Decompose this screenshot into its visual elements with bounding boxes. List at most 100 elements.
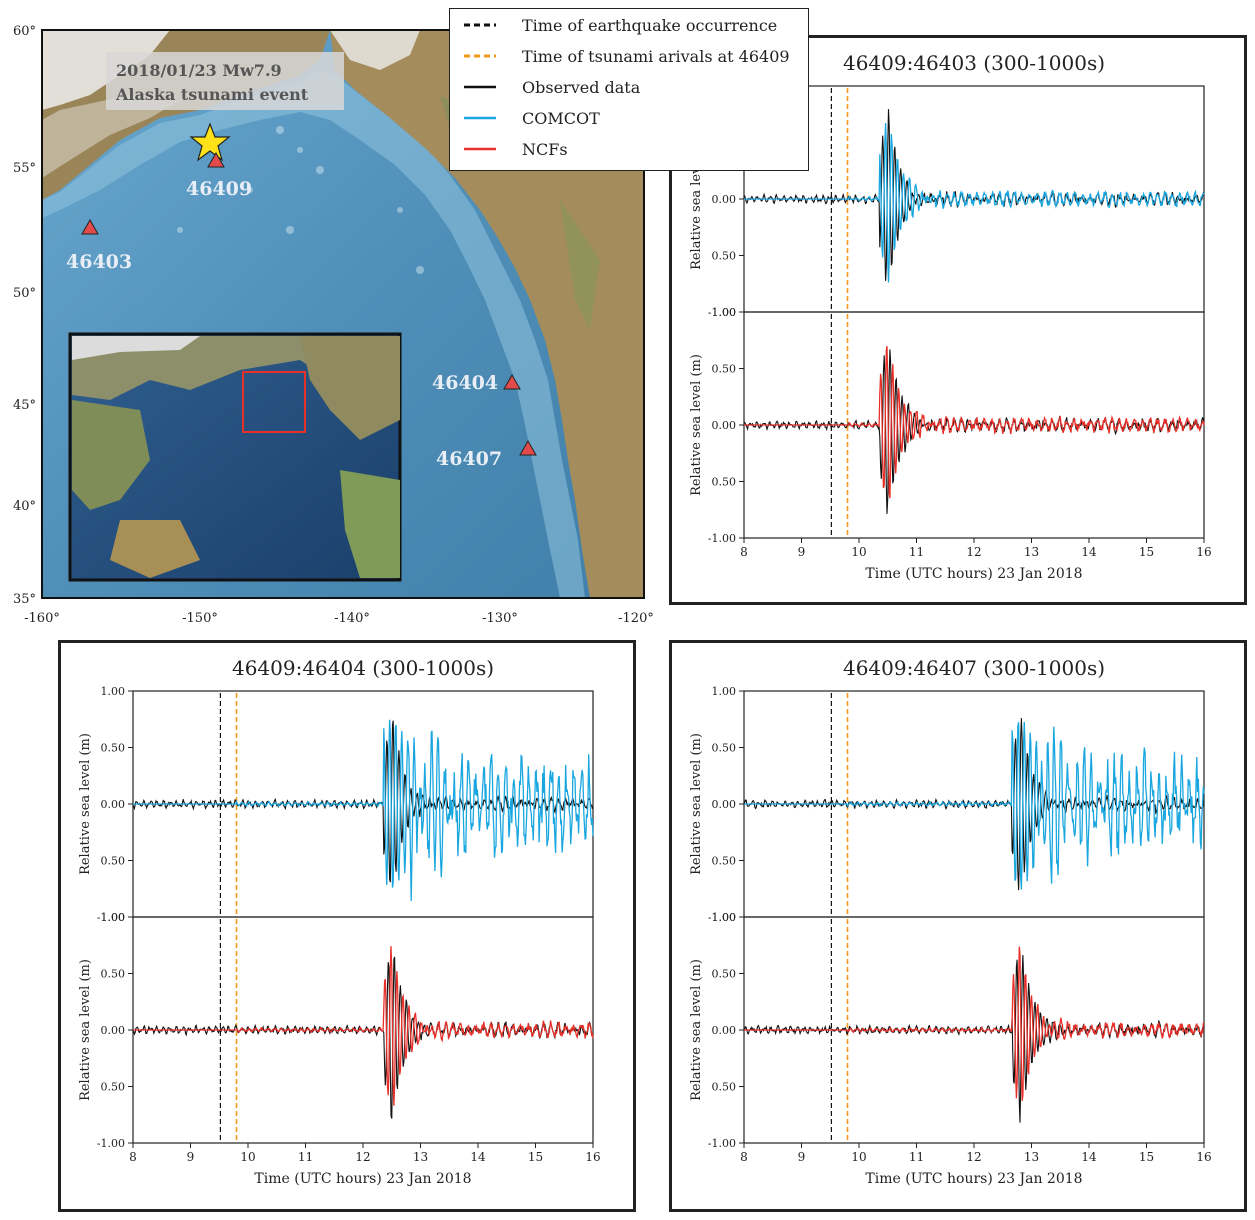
station-triangle-icon xyxy=(207,151,225,168)
x-tick-label: 13 xyxy=(413,1150,428,1164)
x-tick-label: 14 xyxy=(470,1150,486,1164)
lat-axis: 60° 55° 50° 45° 40° 35° xyxy=(13,24,36,607)
x-tick-label: 12 xyxy=(966,545,981,559)
series-line-ncfs xyxy=(744,946,1205,1101)
north-america-land xyxy=(330,30,644,598)
y-tick-label: 0.50 xyxy=(712,1081,737,1094)
event-title-line1: 2018/01/23 Mw7.9 xyxy=(116,61,282,80)
y-tick-label: 0.50 xyxy=(101,742,126,755)
x-tick-label: 16 xyxy=(1196,1150,1211,1164)
y-tick-label: 0.00 xyxy=(101,1024,126,1037)
x-tick-label: 11 xyxy=(909,1150,924,1164)
lat-tick: 55° xyxy=(13,161,36,176)
lon-tick: -160° xyxy=(24,611,60,626)
x-tick-label: 10 xyxy=(851,545,866,559)
lon-tick: -130° xyxy=(482,611,518,626)
event-title-box xyxy=(106,52,344,110)
x-tick-label: 13 xyxy=(1024,545,1039,559)
y-tick-label: 1.00 xyxy=(712,685,737,698)
station-label: 46407 xyxy=(436,448,502,470)
x-tick-label: 15 xyxy=(1139,545,1154,559)
x-tick-label: 16 xyxy=(585,1150,600,1164)
chart-46404: 46409:46404 (300-1000s) 1.00 0.50 0.00 0.50 -… xyxy=(78,656,601,1187)
y-tick-label: 1.00 xyxy=(101,911,126,924)
series-line-comcot xyxy=(744,721,1205,890)
y-axis-label: Relative sea level (m) xyxy=(689,733,704,875)
x-tick-label: 9 xyxy=(187,1150,195,1164)
x-tick-label: 8 xyxy=(740,1150,748,1164)
x-tick-label: 16 xyxy=(1196,545,1211,559)
lon-tick: -150° xyxy=(182,611,218,626)
y-tick-label: 0.50 xyxy=(101,1081,126,1094)
station-label: 46403 xyxy=(66,251,132,273)
x-axis-label: Time (UTC hours) 23 Jan 2018 xyxy=(865,1171,1082,1187)
y-axis-label: Relative sea level (m) xyxy=(689,959,704,1101)
legend-label: COMCOT xyxy=(522,109,600,128)
event-title-line2: Alaska tsunami event xyxy=(115,85,309,104)
series-line-observed-data xyxy=(132,956,594,1119)
series-line-observed-data xyxy=(132,720,594,883)
y-tick-label: -1.00 xyxy=(708,306,736,319)
x-tick-label: 13 xyxy=(1024,1150,1039,1164)
series-line-observed-data xyxy=(743,109,1205,281)
chart-panel-46404: 46409:46404 (300-1000s) 1.00 0.50 0.00 0.50 -… xyxy=(58,640,636,1212)
x-tick-label: 11 xyxy=(909,545,924,559)
x-tick-label: 15 xyxy=(528,1150,543,1164)
y-tick-label: 0.50 xyxy=(712,742,737,755)
x-tick-label: 10 xyxy=(240,1150,255,1164)
chart-46407: 46409:46407 (300-1000s) 1.00 0.50 0.00 0.50 -… xyxy=(689,656,1212,1187)
lat-tick: 60° xyxy=(13,24,36,39)
chart-title: 46409:46407 (300-1000s) xyxy=(843,656,1105,680)
legend-label: NCFs xyxy=(522,140,568,159)
chart-title: 46409:46403 (300-1000s) xyxy=(843,51,1105,75)
series-line-ncfs xyxy=(744,346,1205,499)
y-tick-label: 0.50 xyxy=(101,968,126,981)
lat-tick: 50° xyxy=(13,286,36,301)
x-tick-label: 9 xyxy=(798,1150,806,1164)
series-line-comcot xyxy=(744,122,1205,283)
x-tick-label: 12 xyxy=(966,1150,981,1164)
legend-label: Time of earthquake occurrence xyxy=(522,16,777,35)
series-line-observed-data xyxy=(743,349,1205,514)
y-tick-label: 0.00 xyxy=(712,193,737,206)
station-label: 46404 xyxy=(432,372,498,394)
y-tick-label: -1.00 xyxy=(97,1137,125,1150)
y-tick-label: 0.50 xyxy=(712,476,737,489)
lat-tick: 45° xyxy=(13,398,36,413)
chart-panel-46407: 46409:46407 (300-1000s) 1.00 0.50 0.00 0.50 -… xyxy=(669,640,1247,1212)
y-axis-label: Relative sea level (m) xyxy=(78,733,93,875)
lon-axis: -160° -150° -140° -130° -120° xyxy=(24,611,654,626)
series-line-observed-data xyxy=(743,954,1205,1123)
y-tick-label: 0.50 xyxy=(101,855,126,868)
y-tick-label: 0.00 xyxy=(712,419,737,432)
y-tick-label: -1.00 xyxy=(708,532,736,545)
x-tick-label: 15 xyxy=(1139,1150,1154,1164)
y-tick-label: 0.00 xyxy=(712,1024,737,1037)
y-tick-label: 1.00 xyxy=(712,306,737,319)
x-tick-label: 14 xyxy=(1081,1150,1097,1164)
y-tick-label: 0.50 xyxy=(712,968,737,981)
chart-title: 46409:46404 (300-1000s) xyxy=(232,656,494,680)
lat-tick: 40° xyxy=(13,499,36,514)
x-axis-label: Time (UTC hours) 23 Jan 2018 xyxy=(254,1171,471,1187)
chart-46403: 46409:46403 (300-1000s) 1.00 0.50 0.00 0.50 -… xyxy=(689,51,1212,582)
x-tick-label: 9 xyxy=(798,545,806,559)
y-tick-label: 1.00 xyxy=(712,911,737,924)
station-triangle-icon xyxy=(81,218,99,235)
x-tick-label: 8 xyxy=(129,1150,137,1164)
y-tick-label: 0.50 xyxy=(712,250,737,263)
station-triangle-icon xyxy=(519,439,537,456)
y-axis-label: Relative sea level (m) xyxy=(78,959,93,1101)
y-tick-label: 0.00 xyxy=(712,798,737,811)
x-tick-label: 10 xyxy=(851,1150,866,1164)
lon-tick: -120° xyxy=(618,611,654,626)
legend-label: Observed data xyxy=(522,78,641,97)
epicenter-star-icon xyxy=(189,122,231,162)
y-tick-label: 1.00 xyxy=(101,685,126,698)
x-tick-label: 14 xyxy=(1081,545,1097,559)
station-triangle-icon xyxy=(503,373,521,390)
y-tick-label: 0.50 xyxy=(712,363,737,376)
x-axis-label: Time (UTC hours) 23 Jan 2018 xyxy=(865,566,1082,582)
y-tick-label: -1.00 xyxy=(708,911,736,924)
series-line-ncfs xyxy=(133,946,594,1106)
